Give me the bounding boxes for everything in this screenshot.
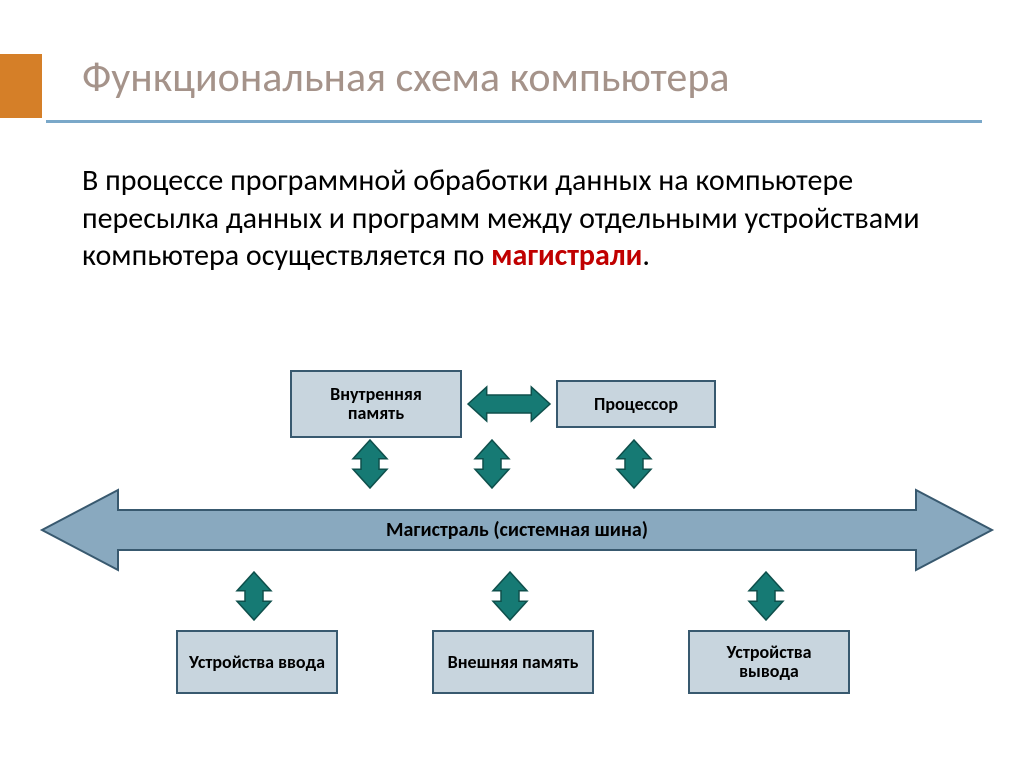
accent-block <box>0 54 42 118</box>
body-text: В процессе программной обработки данных … <box>82 162 952 275</box>
slide-title: Функциональная схема компьютера <box>82 52 730 103</box>
connector-arrow <box>468 387 550 421</box>
body-text-highlight: магистрали <box>491 237 642 274</box>
diagram-box: Процессор <box>556 380 716 428</box>
body-text-suffix: . <box>642 237 650 274</box>
connector-arrow <box>475 440 509 488</box>
connector-arrow <box>493 572 527 620</box>
bus-label: Магистраль (системная шина) <box>118 510 916 550</box>
computer-schema-diagram: Магистраль (системная шина) Внутренняя па… <box>0 350 1024 750</box>
connector-arrow <box>237 572 271 620</box>
diagram-box: Устройства вывода <box>688 630 850 694</box>
diagram-box: Внутренняя память <box>290 370 462 438</box>
connector-arrow <box>749 572 783 620</box>
diagram-box: Устройства ввода <box>176 630 338 694</box>
diagram-box: Внешняя память <box>432 630 594 694</box>
title-underline <box>46 120 982 123</box>
connector-arrow <box>617 440 651 488</box>
connector-arrow <box>353 440 387 488</box>
